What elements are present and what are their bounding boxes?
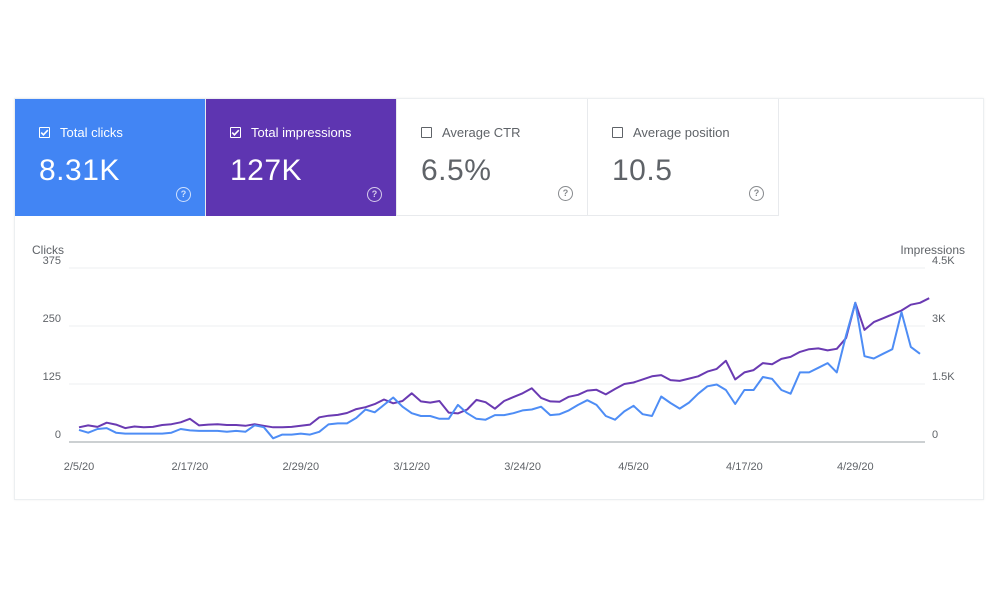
performance-chart: Clicks Impressions 375 250 125 0 4.5K 3K 1.5K… xyxy=(32,243,965,473)
x-axis-ticks: 2/5/20 2/17/20 2/29/20 3/12/20 3/24/20 4/5/20… xyxy=(64,461,874,473)
metric-card-average-ctr[interactable]: Average CTR 6.5% ? xyxy=(397,99,588,216)
metric-value: 8.31K xyxy=(39,154,120,187)
y-right-tick-label: 1.5K xyxy=(932,371,955,383)
y-left-ticks: 375 250 125 0 xyxy=(43,255,61,441)
metric-value: 127K xyxy=(230,154,303,187)
metric-value: 6.5% xyxy=(421,154,492,187)
metric-label: Total impressions xyxy=(251,125,352,140)
y-right-tick-label: 4.5K xyxy=(932,255,955,267)
performance-panel: Total clicks 8.31K ? Total impressions 1… xyxy=(14,98,984,500)
metric-card-average-position[interactable]: Average position 10.5 ? xyxy=(588,99,779,216)
metric-value: 10.5 xyxy=(612,154,673,187)
series-lines xyxy=(78,297,930,440)
y-right-tick-label: 3K xyxy=(932,313,946,325)
x-tick-label: 2/17/20 xyxy=(172,461,209,473)
x-tick-label: 3/24/20 xyxy=(504,461,541,473)
impressions-series-line xyxy=(78,297,930,430)
y-left-tick-label: 125 xyxy=(43,371,61,383)
y-left-axis-title: Clicks xyxy=(32,243,64,257)
y-right-axis-title: Impressions xyxy=(900,243,965,257)
help-icon[interactable]: ? xyxy=(558,186,573,201)
y-right-tick-label: 0 xyxy=(932,429,938,441)
metric-label: Average CTR xyxy=(442,125,521,140)
x-tick-label: 2/29/20 xyxy=(282,461,319,473)
checkbox-checked-icon[interactable] xyxy=(39,127,50,138)
metric-card-total-impressions[interactable]: Total impressions 127K ? xyxy=(206,99,397,216)
gridlines xyxy=(69,267,925,443)
y-right-ticks: 4.5K 3K 1.5K 0 xyxy=(932,255,955,441)
x-tick-label: 2/5/20 xyxy=(64,461,95,473)
x-tick-label: 4/29/20 xyxy=(837,461,874,473)
help-icon[interactable]: ? xyxy=(749,186,764,201)
checkbox-checked-icon[interactable] xyxy=(230,127,241,138)
metric-label: Average position xyxy=(633,125,730,140)
clicks-series-line xyxy=(78,301,921,440)
y-left-tick-label: 0 xyxy=(55,429,61,441)
checkbox-unchecked-icon[interactable] xyxy=(612,127,623,138)
y-left-tick-label: 375 xyxy=(43,255,61,267)
y-left-tick-label: 250 xyxy=(43,313,61,325)
x-tick-label: 3/12/20 xyxy=(393,461,430,473)
x-tick-label: 4/17/20 xyxy=(726,461,763,473)
x-tick-label: 4/5/20 xyxy=(618,461,649,473)
metric-label: Total clicks xyxy=(60,125,123,140)
checkbox-unchecked-icon[interactable] xyxy=(421,127,432,138)
help-icon[interactable]: ? xyxy=(176,187,191,202)
metric-card-total-clicks[interactable]: Total clicks 8.31K ? xyxy=(15,99,206,216)
help-icon[interactable]: ? xyxy=(367,187,382,202)
metric-cards: Total clicks 8.31K ? Total impressions 1… xyxy=(15,99,779,216)
